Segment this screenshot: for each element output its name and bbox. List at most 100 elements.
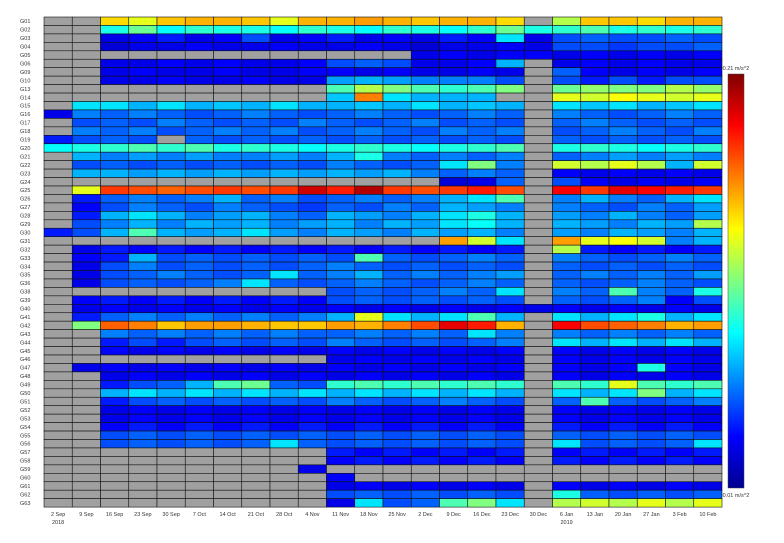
heatmap-cell-G30-13 [410, 227, 440, 237]
column-label-10: 11 Nov [332, 512, 349, 518]
heatmap-cell-G45-16 [495, 346, 525, 356]
heatmap-cell-G30-16 [495, 227, 525, 237]
heatmap-cell-G57-7 [241, 447, 271, 457]
heatmap-cell-G63-8 [269, 498, 299, 508]
row-label-G20: G20 [20, 146, 30, 152]
heatmap-cell-G36-7 [241, 278, 271, 288]
heatmap-cell-G01-8 [269, 16, 299, 26]
heatmap-cell-G40-9 [297, 303, 327, 314]
heatmap-cell-G62-1 [71, 489, 101, 499]
row-label-G27: G27 [20, 205, 30, 211]
heatmap-cell-G03-19 [580, 33, 610, 43]
heatmap-cell-G09-14 [439, 67, 469, 77]
heatmap-cell-G59-4 [156, 464, 186, 474]
heatmap-cell-G44-14 [439, 337, 469, 347]
heatmap-cell-G41-20 [608, 312, 638, 322]
heatmap-cell-G54-4 [156, 422, 186, 432]
heatmap-cell-G22-1 [71, 160, 101, 170]
heatmap-cell-G56-18 [552, 439, 582, 449]
heatmap-cell-G46-19 [580, 354, 610, 364]
heatmap-cell-G53-9 [297, 413, 327, 423]
heatmap-cell-G29-16 [495, 219, 525, 229]
heatmap-cell-G02-5 [184, 25, 214, 35]
heatmap-cell-G34-22 [665, 261, 695, 271]
heatmap-cell-G50-12 [382, 388, 412, 398]
heatmap-cell-G02-10 [326, 25, 356, 35]
heatmap-cell-G42-1 [71, 320, 101, 330]
heatmap-cell-G10-10 [326, 75, 356, 85]
heatmap-cell-G48-22 [665, 371, 695, 381]
heatmap-cell-G32-17 [523, 244, 553, 254]
heatmap-cell-G32-6 [213, 244, 243, 254]
heatmap-cell-G44-19 [580, 337, 610, 347]
heatmap-cell-G02-22 [665, 25, 695, 35]
heatmap-cell-G27-9 [297, 202, 327, 212]
heatmap-cell-G58-23 [693, 456, 723, 466]
heatmap-cell-G56-9 [297, 439, 327, 449]
heatmap-cell-G42-13 [410, 320, 440, 330]
heatmap-cell-G33-16 [495, 253, 525, 263]
heatmap-cell-G53-14 [439, 413, 469, 423]
heatmap-cell-G23-16 [495, 168, 525, 178]
heatmap-cell-G20-18 [552, 143, 582, 153]
heatmap-cell-G09-1 [71, 67, 101, 77]
row-label-G47: G47 [20, 366, 30, 372]
heatmap-cell-G40-13 [410, 303, 440, 314]
heatmap-cell-G21-5 [184, 151, 214, 161]
heatmap-cell-G44-1 [71, 337, 101, 347]
heatmap-cell-G47-0 [43, 363, 73, 373]
heatmap-cell-G09-0 [43, 67, 73, 77]
heatmap-cell-G49-14 [439, 380, 469, 390]
heatmap-cell-G25-12 [382, 185, 412, 195]
heatmap-cell-G47-20 [608, 363, 638, 373]
heatmap-cell-G46-17 [523, 354, 553, 364]
heatmap-cell-G13-23 [693, 84, 723, 94]
row-label-G17: G17 [20, 121, 30, 127]
heatmap-cell-G34-11 [354, 261, 384, 271]
heatmap-cell-G44-2 [100, 337, 130, 347]
heatmap-cell-G16-1 [71, 109, 101, 119]
heatmap-cell-G38-11 [354, 287, 384, 297]
heatmap-cell-G29-20 [608, 219, 638, 229]
heatmap-cell-G52-10 [326, 405, 356, 415]
heatmap-cell-G20-9 [297, 143, 327, 153]
heatmap-cell-G55-8 [269, 430, 299, 440]
heatmap-cell-G55-2 [100, 430, 130, 440]
heatmap-cell-G04-12 [382, 42, 412, 52]
heatmap-cell-G55-5 [184, 430, 214, 440]
heatmap-cell-G58-11 [354, 456, 384, 466]
heatmap-cell-G26-8 [269, 194, 299, 204]
heatmap-cell-G53-23 [693, 413, 723, 423]
heatmap-cell-G06-8 [269, 58, 299, 68]
heatmap-cell-G10-14 [439, 75, 469, 85]
heatmap-cell-G63-22 [665, 498, 695, 508]
heatmap-cell-G47-21 [636, 363, 666, 373]
heatmap-cell-G17-1 [71, 118, 101, 128]
heatmap-cell-G52-16 [495, 405, 525, 415]
heatmap-cell-G01-23 [693, 16, 723, 26]
heatmap-cell-G57-6 [213, 447, 243, 457]
heatmap-cell-G63-23 [693, 498, 723, 508]
heatmap-cell-G15-14 [439, 101, 469, 111]
heatmap-cell-G13-12 [382, 84, 412, 94]
heatmap-cell-G54-6 [213, 422, 243, 432]
heatmap-cell-G58-17 [523, 456, 553, 466]
heatmap-cell-G39-0 [43, 295, 73, 305]
heatmap-cell-G50-0 [43, 388, 73, 398]
heatmap-cell-G42-17 [523, 320, 553, 330]
heatmap-cell-G03-1 [71, 33, 101, 43]
heatmap-cell-G40-23 [693, 303, 723, 314]
heatmap-cell-G03-4 [156, 33, 186, 43]
heatmap-cell-G34-8 [269, 261, 299, 271]
row-label-G63: G63 [20, 501, 30, 507]
heatmap-cell-G39-2 [100, 295, 130, 305]
heatmap-cell-G09-19 [580, 67, 610, 77]
heatmap-cell-G14-19 [580, 92, 610, 102]
heatmap-cell-G21-22 [665, 151, 695, 161]
heatmap-cell-G55-23 [693, 430, 723, 440]
heatmap-cell-G15-3 [128, 101, 158, 111]
heatmap-cell-G31-15 [467, 236, 497, 246]
heatmap-cell-G21-16 [495, 151, 525, 161]
heatmap-cell-G62-5 [184, 489, 214, 499]
heatmap-cell-G16-10 [326, 109, 356, 119]
